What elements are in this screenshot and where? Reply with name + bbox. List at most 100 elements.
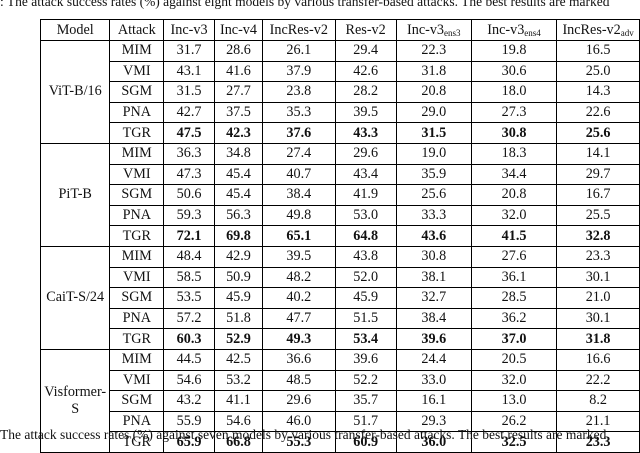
success-rate-cell: 53.2: [213, 369, 264, 392]
success-rate-cell: 50.6: [163, 184, 215, 206]
table-row: PNA 42.7 37.5 35.3 39.5 29.0 27.3 22.6: [41, 101, 640, 124]
table-row: VMI 47.3 45.4 40.7 43.4 35.9 34.4 29.7: [41, 163, 640, 186]
success-rate-cell: 16.5: [556, 40, 640, 62]
header-incres-v2: IncRes-v2: [262, 19, 336, 41]
success-rate-cell: 39.6: [334, 348, 397, 371]
success-rate-cell: 41.9: [334, 184, 397, 206]
success-rate-cell: 38.1: [395, 266, 472, 289]
success-rate-cell: 42.9: [213, 245, 264, 268]
success-rate-cell: 47.7: [262, 307, 336, 330]
success-rate-cell: 45.9: [213, 287, 264, 309]
success-rate-cell: 30.1: [556, 266, 640, 289]
success-rate-cell: 42.3: [213, 122, 264, 144]
success-rate-cell: 52.2: [334, 369, 397, 392]
success-rate-cell: 34.4: [470, 163, 558, 186]
success-rate-cell: 20.8: [470, 184, 558, 206]
table-row: PNA 55.9 54.6 46.0 51.7 29.3 26.2 21.1: [41, 410, 640, 433]
success-rate-cell: 39.5: [262, 245, 336, 268]
success-rate-cell: 26.2: [470, 410, 558, 433]
header-inc-v4: Inc-v4: [213, 19, 264, 41]
success-rate-cell: 37.6: [262, 122, 336, 144]
success-rate-cell: 33.3: [395, 204, 472, 227]
success-rate-cell: 36.1: [470, 266, 558, 289]
header-incres-v2-adv-base: IncRes-v2: [562, 21, 621, 38]
success-rate-cell: 35.3: [262, 101, 336, 124]
success-rate-cell: 51.8: [213, 307, 264, 330]
success-rate-cell: 40.2: [262, 287, 336, 309]
success-rate-cell: 50.9: [213, 266, 264, 289]
header-model: Model: [39, 19, 111, 41]
success-rate-cell: 42.6: [334, 60, 397, 83]
success-rate-cell: 22.6: [556, 101, 640, 124]
success-rate-cell: 8.2: [556, 390, 640, 412]
success-rate-cell: 29.6: [334, 142, 397, 165]
success-rate-cell: 27.7: [213, 81, 264, 103]
attack-name-cell: VMI: [109, 266, 165, 289]
attack-name-cell: TGR: [109, 122, 165, 144]
success-rate-cell: 23.8: [262, 81, 336, 103]
success-rate-cell: 49.3: [262, 328, 336, 350]
success-rate-cell: 36.6: [262, 348, 336, 371]
success-rate-cell: 45.4: [213, 163, 264, 186]
success-rate-cell: 31.8: [395, 60, 472, 83]
success-rate-cell: 28.2: [334, 81, 397, 103]
table-row: PiT-B MIM 36.3 34.8 27.4 29.6 19.0 18.3 14.1: [39, 142, 640, 247]
table-row: VMI 54.6 53.2 48.5 52.2 33.0 32.0 22.2: [41, 369, 640, 392]
header-incres-v2-adv: IncRes-v2adv: [556, 19, 640, 41]
success-rate-cell: 58.5: [163, 266, 215, 289]
success-rate-cell: 16.6: [556, 348, 640, 371]
success-rate-cell: 19.8: [470, 40, 558, 62]
attack-name-cell: MIM: [109, 245, 165, 268]
success-rate-cell: 30.8: [395, 245, 472, 268]
success-rate-cell: 40.7: [262, 163, 336, 186]
attack-name-cell: PNA: [109, 204, 165, 227]
attack-name-cell: PNA: [109, 101, 165, 124]
success-rate-cell: 25.0: [556, 60, 640, 83]
attack-name-cell: MIM: [109, 40, 165, 62]
success-rate-cell: 43.3: [334, 122, 397, 144]
success-rate-cell: 49.8: [262, 204, 336, 227]
success-rate-cell: 32.8: [556, 225, 640, 247]
attack-name-cell: TGR: [109, 225, 165, 247]
success-rate-cell: 36.3: [163, 142, 215, 165]
success-rate-cell: 29.6: [262, 390, 336, 412]
success-rate-cell: 48.5: [262, 369, 336, 392]
success-rate-cell: 54.6: [163, 369, 215, 392]
table-row: TGR 60.3 52.9 49.3 53.4 39.6 37.0 31.8: [41, 328, 640, 350]
header-incres-v2-adv-sub: adv: [620, 27, 634, 38]
success-rate-cell: 41.5: [470, 225, 558, 247]
success-rate-cell: 37.5: [213, 101, 264, 124]
success-rate-cell: 57.2: [163, 307, 215, 330]
table-row: TGR 47.5 42.3 37.6 43.3 31.5 30.8 25.6: [41, 122, 640, 144]
attack-name-cell: MIM: [109, 142, 165, 165]
header-inc-v3-ens4-base: Inc-v3: [487, 21, 525, 38]
success-rate-cell: 19.0: [395, 142, 472, 165]
success-rate-cell: 45.4: [213, 184, 264, 206]
success-rate-cell: 59.3: [163, 204, 215, 227]
success-rate-cell: 48.2: [262, 266, 336, 289]
success-rate-cell: 21.0: [556, 287, 640, 309]
success-rate-cell: 27.6: [470, 245, 558, 268]
success-rate-cell: 72.1: [163, 225, 215, 247]
header-attack: Attack: [109, 19, 165, 41]
success-rate-cell: 39.5: [334, 101, 397, 124]
table-row: CaiT-S/24 MIM 48.4 42.9 39.5 43.8 30.8 27.6 23.3: [39, 245, 640, 350]
header-inc-v3-ens4: Inc-v3ens4: [470, 19, 558, 41]
success-rate-cell: 16.7: [556, 184, 640, 206]
success-rate-cell: 39.6: [395, 328, 472, 350]
success-rate-cell: 32.7: [395, 287, 472, 309]
success-rate-cell: 38.4: [262, 184, 336, 206]
header-inc-v3: Inc-v3: [163, 19, 215, 41]
success-rate-cell: 32.0: [470, 204, 558, 227]
success-rate-cell: 14.3: [556, 81, 640, 103]
success-rate-cell: 32.0: [470, 369, 558, 392]
attack-name-cell: SGM: [109, 81, 165, 103]
attack-name-cell: VMI: [109, 369, 165, 392]
attack-name-cell: SGM: [109, 390, 165, 412]
attack-name-cell: PNA: [109, 410, 165, 433]
table-row: VMI 43.1 41.6 37.9 42.6 31.8 30.6 25.0: [41, 60, 640, 83]
success-rate-cell: 35.9: [395, 163, 472, 186]
success-rate-cell: 31.8: [556, 328, 640, 350]
success-rate-cell: 18.3: [470, 142, 558, 165]
header-inc-v3-ens3-sub: ens3: [444, 27, 461, 38]
